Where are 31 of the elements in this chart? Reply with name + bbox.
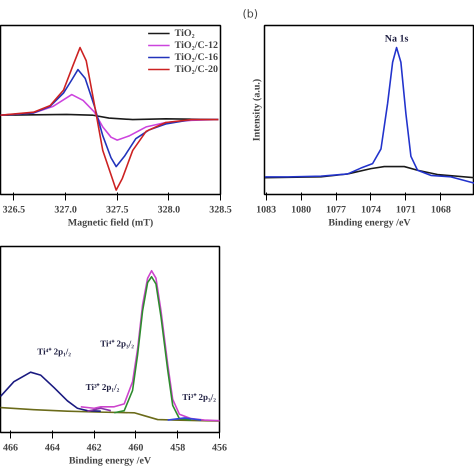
x-tick-label: 327.5 (106, 204, 128, 216)
x-tick-label: 1077 (326, 204, 346, 216)
x-tick-label: 462 (86, 442, 102, 454)
x-tick-label: 1080 (291, 204, 312, 216)
x-tick-label: 458 (170, 442, 186, 454)
x-tick-label: 1071 (396, 204, 416, 216)
x-tick-label: 326.5 (2, 204, 26, 216)
text: (b) (242, 8, 258, 20)
x-tick-label: 466 (3, 442, 18, 454)
x-tick-label: 328.5 (209, 204, 232, 216)
annotation: Ti⁴⁺ 2p₃/₂ (100, 338, 134, 349)
annotation: Ti³⁺ 2p₃/₂ (182, 392, 216, 402)
legend-label: TiO₂ (174, 27, 195, 39)
x-tick-label: 1083 (256, 204, 276, 216)
annotation: Ti⁴⁺ 2p₁/₂ (37, 346, 72, 357)
x-axis-title: Magnetic field (mT) (68, 218, 154, 228)
x-tick-label: 460 (128, 442, 144, 454)
x-tick-label: 464 (44, 442, 60, 454)
legend-label: TiO₂/C-16 (174, 51, 218, 63)
annotation: Ti³⁺ 2p₁/₂ (86, 382, 120, 392)
x-axis-title: Binding energy /eV (328, 218, 412, 228)
legend-label: TiO₂/C-20 (174, 63, 218, 75)
annotation: Na 1s (384, 34, 408, 45)
x-tick-label: 328.0 (158, 204, 180, 216)
legend-label: TiO₂/C-12 (174, 39, 218, 51)
x-tick-label: 1068 (430, 204, 451, 216)
x-tick-label: 456 (212, 442, 227, 454)
x-tick-label: 1074 (360, 204, 381, 216)
y-axis-title: Intensity (a.u.) (252, 78, 262, 142)
x-tick-label: 327.0 (54, 204, 77, 216)
x-axis-title: Binding energy /eV (68, 456, 152, 466)
